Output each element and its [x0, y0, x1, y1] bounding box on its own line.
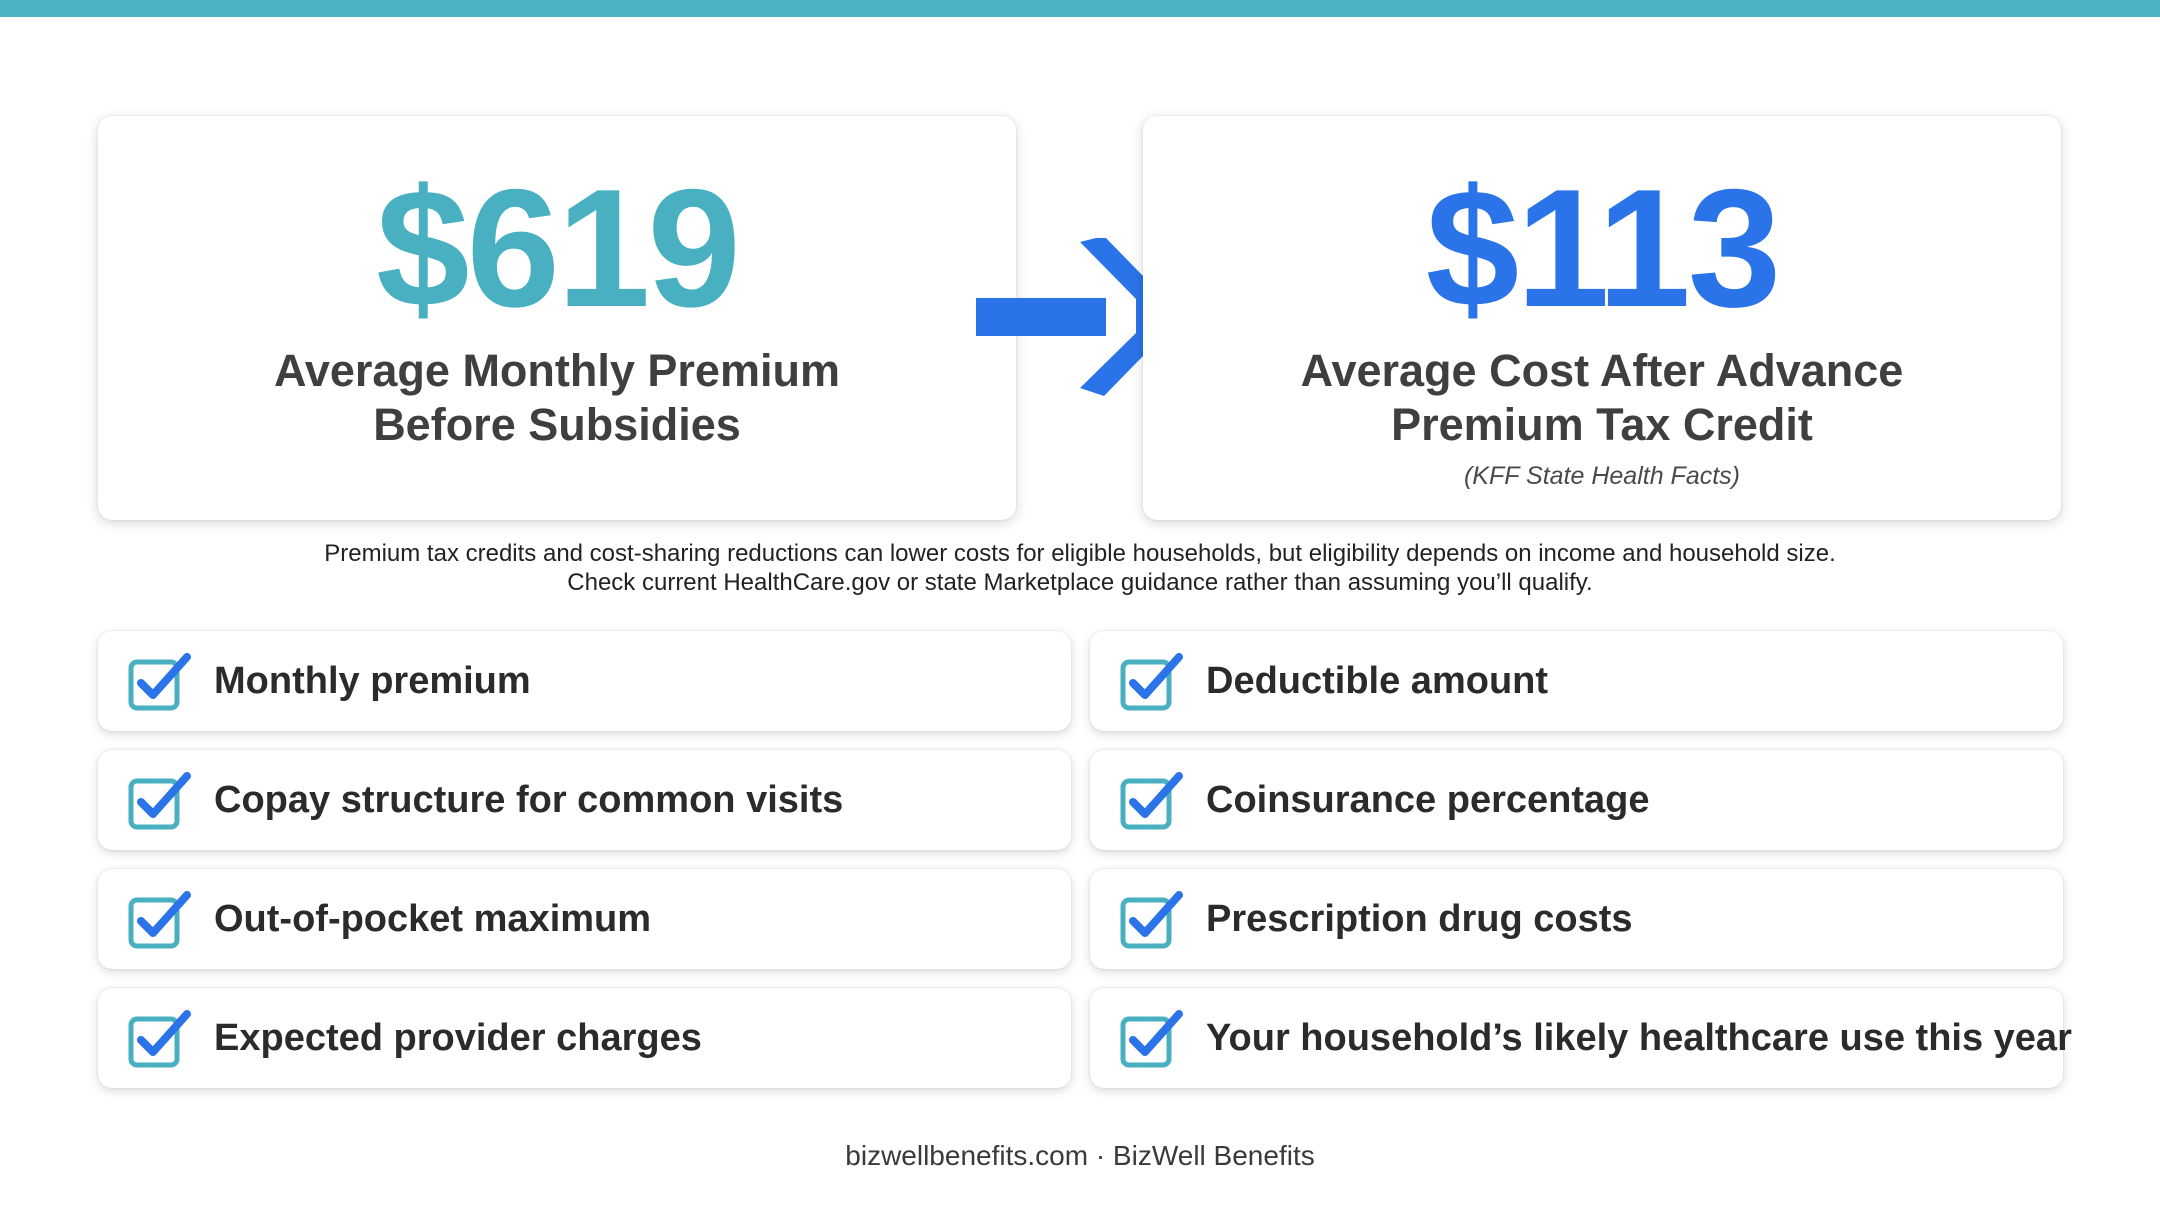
- checkbox-checked-icon: [1120, 1010, 1183, 1068]
- after-label-line2: Premium Tax Credit: [1391, 399, 1813, 450]
- after-label-line1: Average Cost After Advance: [1300, 345, 1904, 396]
- checklist-item: Deductible amount: [1090, 631, 2063, 731]
- checklist-item: Out-of-pocket maximum: [98, 869, 1071, 969]
- checklist-item: Expected provider charges: [98, 988, 1071, 1088]
- checkbox-checked-icon: [128, 653, 191, 711]
- before-premium-label: Average Monthly Premium Before Subsidies: [138, 344, 976, 452]
- note-line2: Check current HealthCare.gov or state Ma…: [567, 569, 1593, 596]
- checklist-item-label: Your household’s likely healthcare use t…: [1206, 1017, 2072, 1059]
- checkbox-checked-icon: [128, 1010, 191, 1068]
- note-line1: Premium tax credits and cost-sharing red…: [324, 540, 1836, 567]
- after-cost-value: $113: [1425, 154, 1781, 342]
- before-label-line2: Before Subsidies: [373, 399, 741, 450]
- checklist-item: Copay structure for common visits: [98, 750, 1071, 850]
- source-citation: (KFF State Health Facts): [1463, 462, 1740, 490]
- checkbox-checked-icon: [1120, 891, 1183, 949]
- after-tax-credit-card: $113 Average Cost After Advance Premium …: [1143, 116, 2061, 520]
- after-cost-label: Average Cost After Advance Premium Tax C…: [1183, 344, 2021, 452]
- checkbox-checked-icon: [128, 772, 191, 830]
- checklist-item-label: Out-of-pocket maximum: [214, 898, 652, 940]
- eligibility-note: Premium tax credits and cost-sharing red…: [0, 539, 2160, 597]
- checklist-item: Prescription drug costs: [1090, 869, 2063, 969]
- footer-credit: bizwellbenefits.com · BizWell Benefits: [845, 1140, 1315, 1171]
- checklist-item-label: Expected provider charges: [214, 1017, 702, 1059]
- checklist-item-label: Coinsurance percentage: [1206, 779, 1650, 821]
- checklist-item: Monthly premium: [98, 631, 1071, 731]
- checklist-item: Your household’s likely healthcare use t…: [1090, 988, 2072, 1088]
- checklist-item-label: Deductible amount: [1206, 660, 1549, 702]
- checkbox-checked-icon: [128, 891, 191, 949]
- checkbox-checked-icon: [1120, 653, 1183, 711]
- before-subsidies-card: $619 Average Monthly Premium Before Subs…: [98, 116, 1016, 520]
- checklist-item: Coinsurance percentage: [1090, 750, 2063, 850]
- checklist-item-label: Monthly premium: [214, 660, 531, 702]
- before-premium-value: $619: [376, 154, 741, 342]
- before-label-line1: Average Monthly Premium: [274, 345, 840, 396]
- checklist-item-label: Prescription drug costs: [1206, 898, 1633, 940]
- checkbox-checked-icon: [1120, 772, 1183, 830]
- top-accent-bar: [0, 0, 2160, 17]
- checklist-item-label: Copay structure for common visits: [214, 779, 844, 821]
